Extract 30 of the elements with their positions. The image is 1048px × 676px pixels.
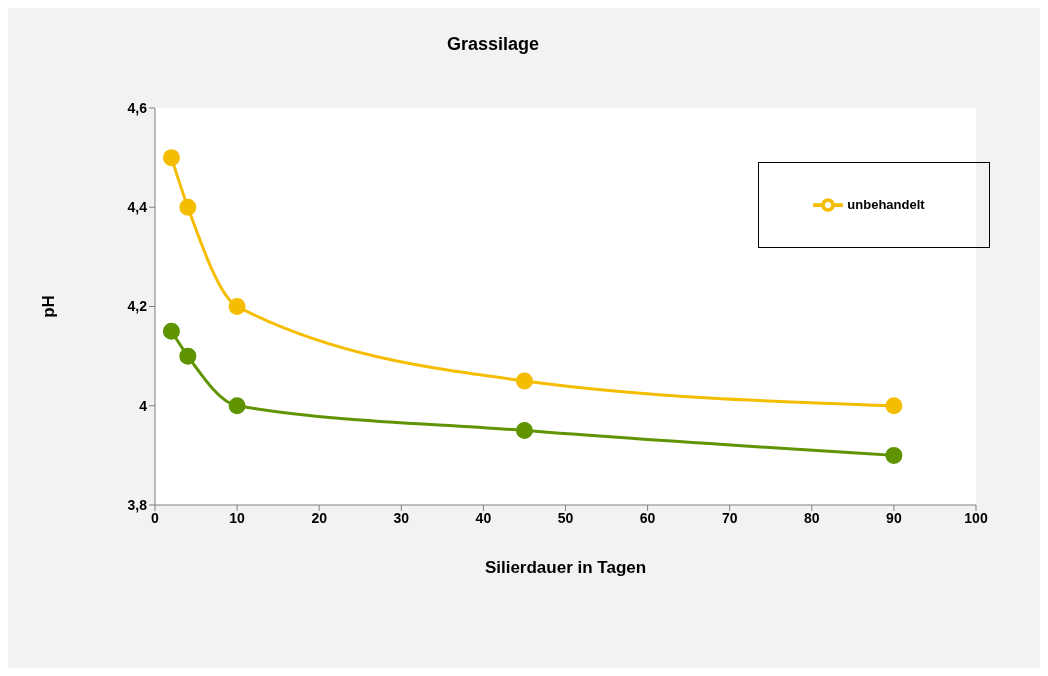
y-tick-label: 3,8 [127, 496, 148, 513]
point [515, 372, 533, 390]
x-tick-label: 90 [886, 509, 902, 526]
x-tick-label: 40 [475, 509, 492, 526]
x-tick-label: 0 [151, 509, 160, 526]
point [885, 397, 903, 415]
x-tick-label: 60 [639, 509, 656, 526]
x-tick-label: 50 [557, 509, 574, 526]
x-tick-label: 70 [721, 509, 738, 526]
y-tick-label: 4,6 [127, 99, 148, 116]
y-tick-label: 4,4 [127, 199, 148, 216]
point [162, 322, 180, 340]
y-axis-title: pH [39, 295, 59, 318]
y-tick-label: 4,2 [127, 298, 148, 315]
chart-title: Grassilage [445, 34, 541, 55]
x-tick-label: 20 [311, 509, 328, 526]
x-tick-label: 10 [229, 509, 246, 526]
x-axis-title: Silierdauer in Tagen [484, 558, 647, 577]
point [179, 347, 197, 365]
point [885, 446, 903, 464]
point [515, 422, 533, 440]
y-tick-label: 4 [139, 397, 148, 414]
point [162, 149, 180, 167]
point [228, 298, 246, 315]
x-tick-label: 80 [804, 509, 820, 526]
point [228, 397, 246, 415]
x-tick-label: 30 [393, 509, 410, 526]
legend-label: unbehandelt [847, 197, 925, 213]
x-tick-label: 100 [964, 509, 988, 526]
point [179, 198, 197, 216]
